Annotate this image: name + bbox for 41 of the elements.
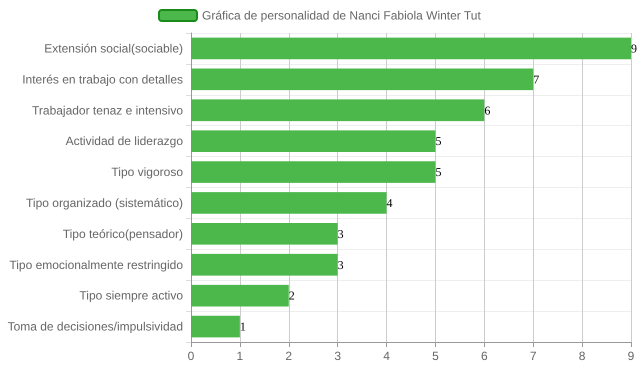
y-tick-label: Interés en trabajo con detalles	[22, 72, 183, 86]
y-tick-label: Tipo vigoroso	[111, 165, 184, 180]
x-tick-label: 5	[432, 349, 440, 363]
bar	[191, 161, 436, 183]
data-label: 5	[435, 134, 442, 148]
bar	[191, 192, 387, 214]
data-label: 4	[386, 196, 393, 210]
data-label: 5	[435, 165, 442, 180]
x-tick-label: 4	[383, 349, 390, 363]
bar	[191, 223, 338, 245]
data-label: 1	[240, 320, 246, 334]
x-tick-label: 2	[285, 349, 292, 363]
data-label: 3	[338, 226, 344, 241]
y-tick-label: Tipo organizado (sistemático)	[26, 196, 183, 210]
x-tick-label: 1	[236, 349, 244, 363]
y-tick-label: Actividad de liderazgo	[66, 134, 184, 148]
data-label: 2	[288, 288, 295, 303]
y-tick-label: Tipo emocionalmente restringido	[9, 258, 184, 272]
data-label: 7	[533, 72, 540, 86]
y-tick-label: Toma de decisiones/impulsividad	[8, 320, 183, 334]
x-tick-label: 3	[334, 349, 342, 363]
legend-label: Gráfica de personalidad de Nanci Fabiola Winter Tut	[202, 8, 482, 22]
x-tick-label: 6	[480, 349, 488, 363]
y-tick-label: Tipo siempre activo	[79, 288, 184, 303]
bar	[191, 130, 436, 152]
data-label: 3	[338, 258, 344, 272]
bar	[191, 38, 631, 60]
bar	[191, 284, 289, 306]
x-tick-label: 0	[188, 349, 195, 363]
data-label: 6	[484, 103, 490, 118]
data-label: 9	[631, 41, 637, 56]
x-tick-label: 8	[578, 349, 586, 363]
x-tick-label: 9	[628, 349, 635, 363]
bar	[191, 254, 338, 276]
x-tick-label: 7	[530, 349, 537, 363]
bar	[191, 316, 240, 338]
bar	[191, 99, 484, 122]
y-tick-label: Tipo teórico(pensador)	[62, 226, 184, 241]
y-tick-label: Extensión social(sociable)	[44, 41, 183, 56]
bar	[191, 68, 534, 90]
y-tick-label: Trabajador tenaz e intensivo	[32, 103, 184, 118]
